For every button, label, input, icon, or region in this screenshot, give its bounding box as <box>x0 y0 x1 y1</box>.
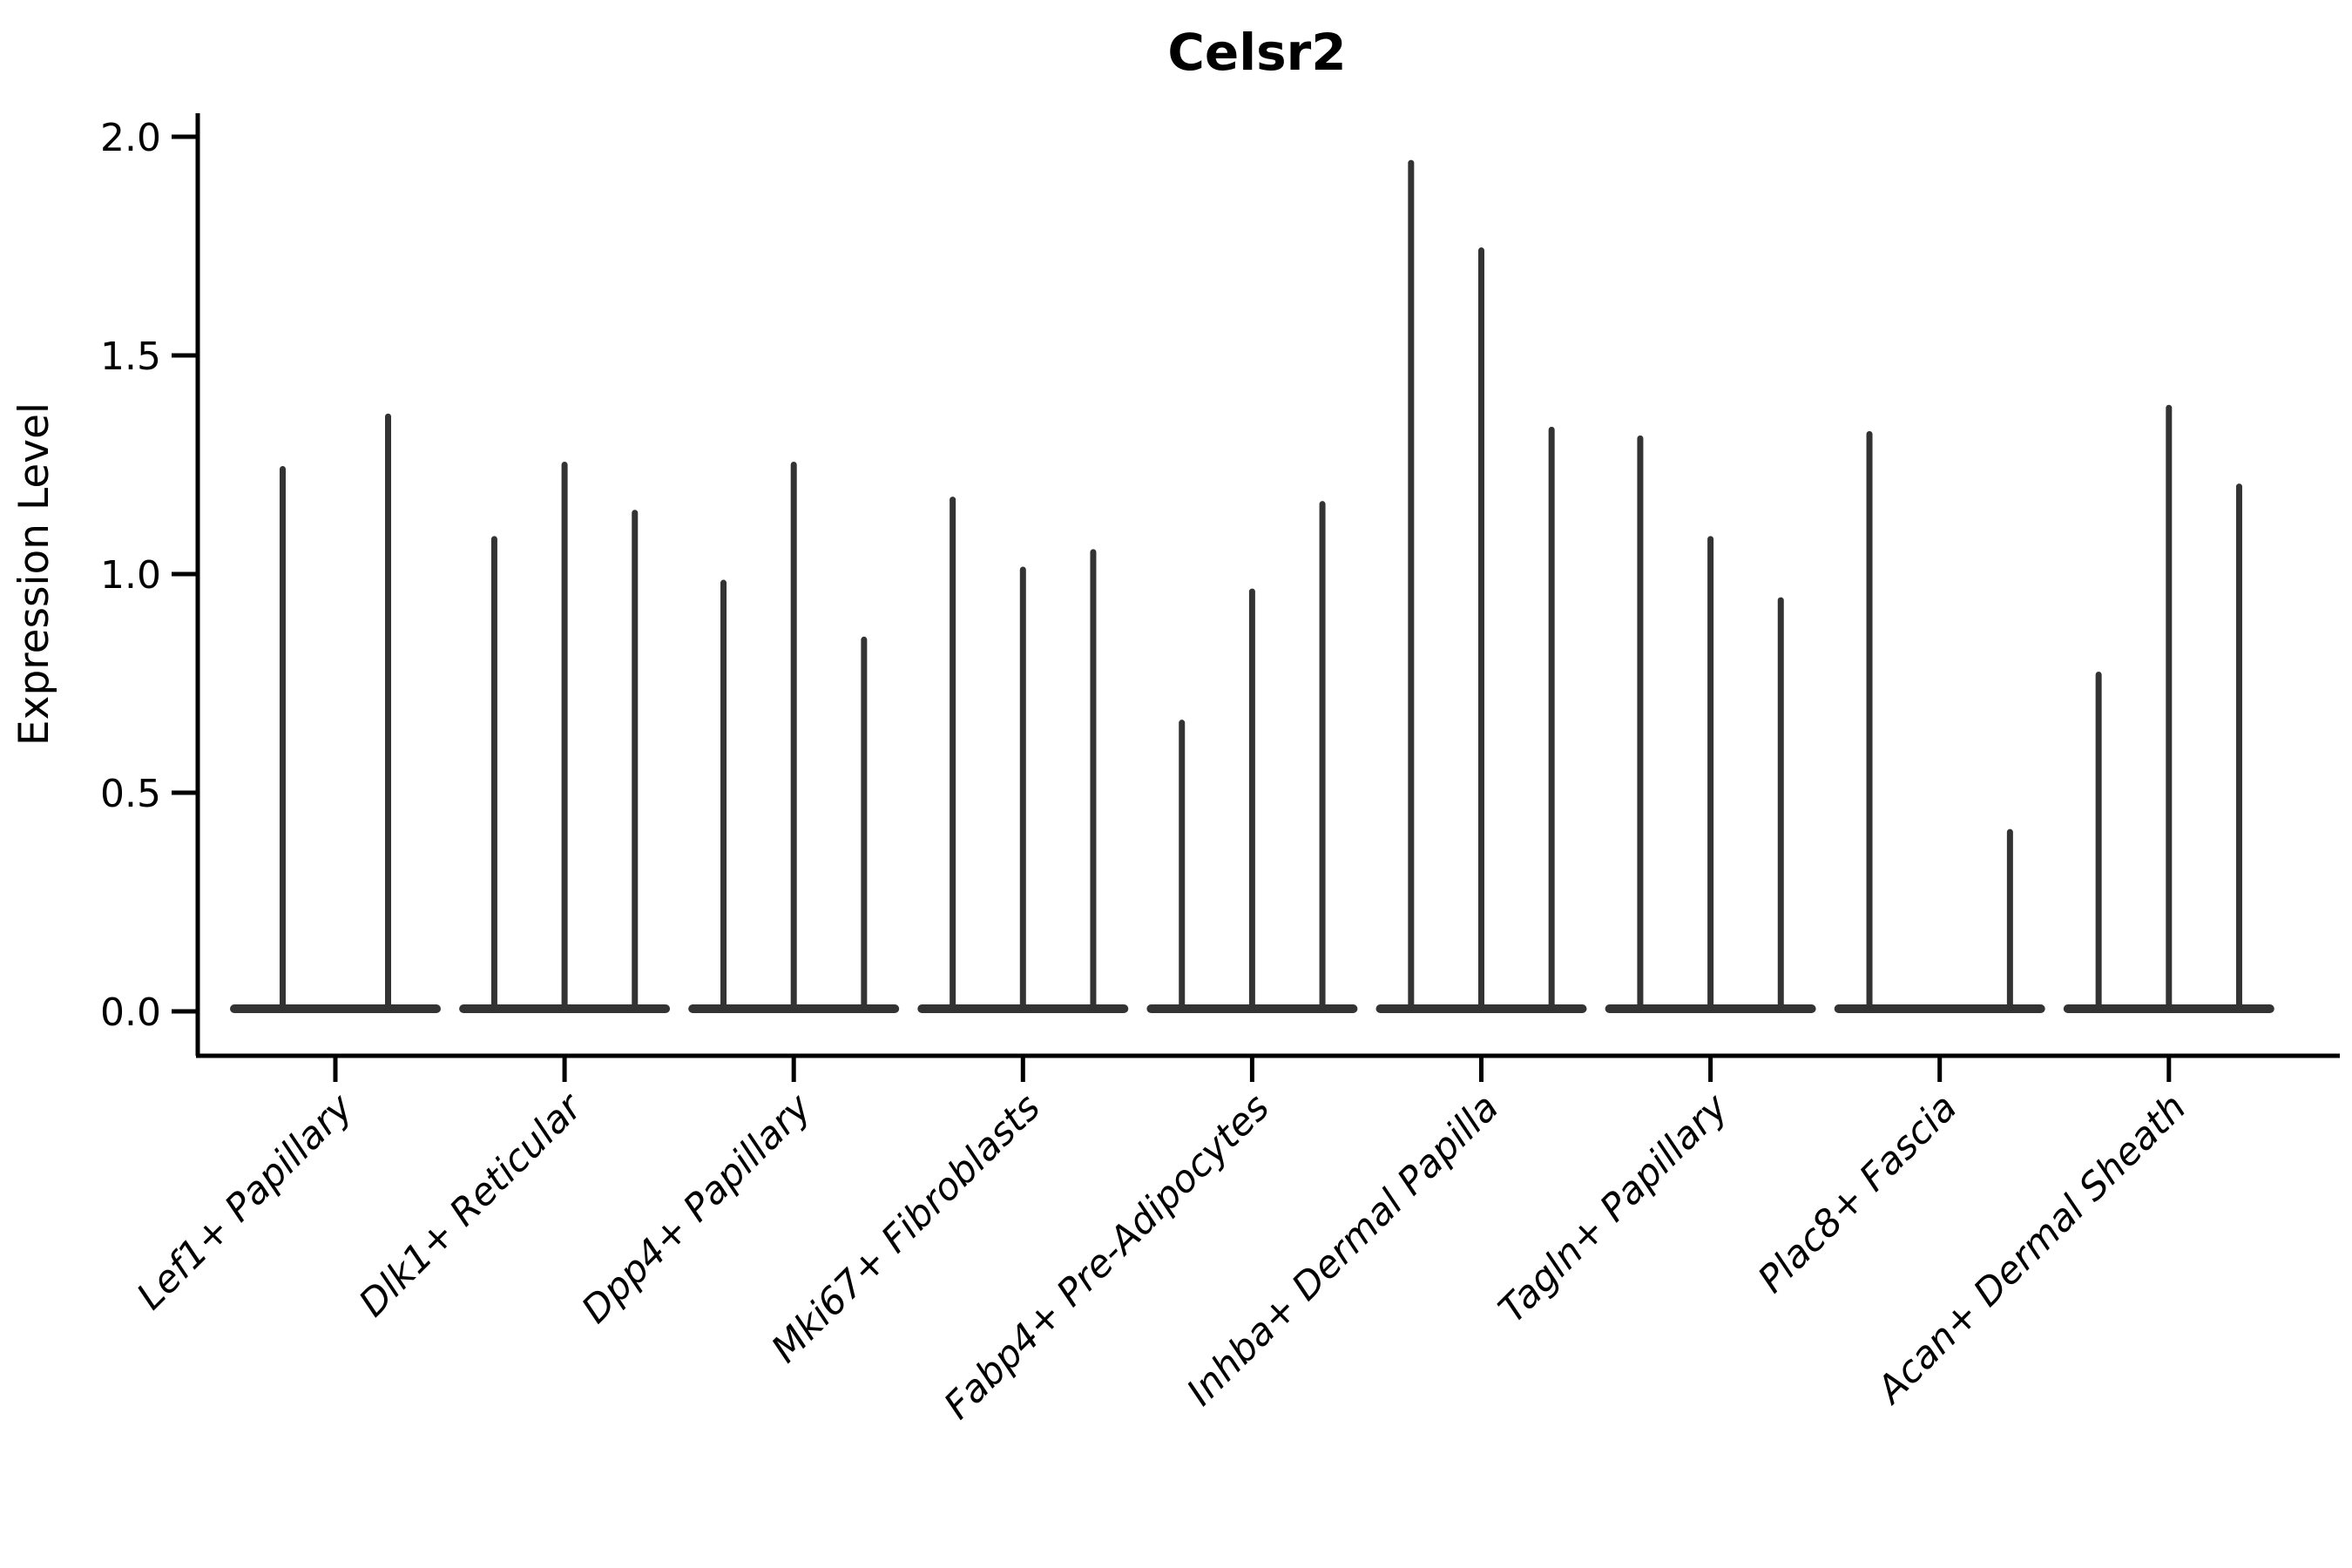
violin-base <box>230 1004 441 1013</box>
x-tick-label: Dpp4+ Papillary <box>573 1085 820 1332</box>
x-tick-label: Dlk1+ Reticular <box>351 1085 592 1326</box>
y-tick-label: 1.0 <box>100 553 161 598</box>
x-tick-label: Plac8+ Fascia <box>1750 1085 1966 1301</box>
x-tick-label: Tagln+ Papillary <box>1490 1085 1737 1332</box>
y-tick-label: 2.0 <box>100 116 161 160</box>
violins-layer <box>230 159 2274 1013</box>
axes-layer <box>172 113 2340 1082</box>
y-axis-label: Expression Level <box>10 402 58 746</box>
y-tick-label: 0.0 <box>100 990 161 1035</box>
y-tick-label: 1.5 <box>100 335 161 379</box>
violin-base <box>1834 1004 2045 1013</box>
y-tick-label: 0.5 <box>100 772 161 816</box>
chart-title: Celsr2 <box>1167 23 1346 82</box>
x-tick-label: Lef1+ Papillary <box>129 1085 362 1318</box>
